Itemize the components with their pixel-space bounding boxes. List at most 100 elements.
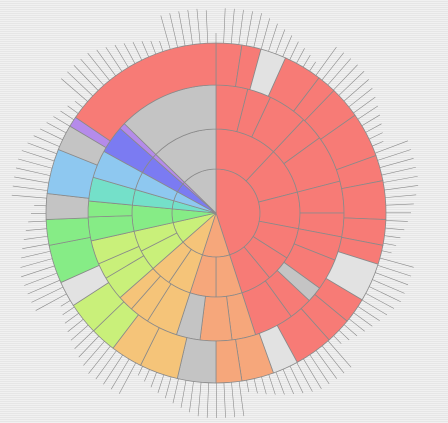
leaf-spoke [289,365,304,394]
leaf-spoke [238,9,244,45]
leaf-spoke [180,380,187,408]
leaf-spoke [383,175,418,183]
leaf-spoke [377,149,412,161]
leaf-spoke [321,345,345,374]
leaf-spoke [28,220,47,223]
leaf-spoke [372,279,405,294]
leaf-spoke [23,235,48,240]
leaf-spoke [275,29,286,54]
leaf-spoke [67,319,84,333]
leaf-spoke [365,293,395,309]
leaf-spoke [261,376,267,395]
leaf-spoke [327,340,352,368]
leaf-spoke [114,44,129,68]
leaf-spoke [253,13,262,48]
leaf-spoke [384,235,401,239]
leaf-spoke [18,158,53,169]
leaf-spoke [46,122,67,134]
leaf-spokes [11,8,419,419]
leaf-spoke [375,272,409,286]
leaf-spoke [11,194,47,199]
leaf-spoke [60,110,75,121]
leaf-spoke [172,378,179,404]
leaf-spoke [338,330,350,341]
leaf-spoke [375,140,408,154]
leaf-spoke [53,116,70,127]
leaf-spoke [369,286,401,303]
leaf-spoke [223,8,226,44]
leaf-spoke [309,354,330,385]
leaf-spoke [268,23,278,52]
leaf-spoke [230,8,235,44]
leaf-spoke [303,358,322,389]
leaf-spoke [178,11,186,46]
leaf-spoke [160,15,171,50]
leaf-spoke [381,166,416,176]
leaf-spoke [282,35,293,57]
leaf-spoke [379,257,414,268]
leaf-spoke [260,18,270,50]
leaf-spoke [205,10,209,44]
leaf-spoke [103,354,123,385]
leaf-spoke [189,381,194,413]
leaf-spoke [268,374,276,395]
leaf-spoke [25,228,47,231]
leaf-spoke [289,41,299,60]
leaf-spoke [372,141,384,147]
leaf-spoke [296,362,313,392]
leaf-spoke [246,380,250,393]
leaf-spoke [15,167,51,176]
leaf-spoke [385,203,414,206]
leaf-spoke [169,13,178,48]
leaf-spoke [302,54,311,68]
leaf-spoke [141,41,149,58]
leaf-spoke [206,382,209,418]
leaf-spoke [21,250,51,259]
leaf-spoke [385,227,405,231]
leaf-spoke [61,78,88,102]
leaf-spoke [361,114,381,126]
leaf-spoke [83,341,105,366]
leaf-spoke [353,96,376,114]
leaf-spoke [327,58,352,86]
leaf-spoke [110,358,130,390]
leaf-spoke [381,250,392,254]
leaf-spoke [296,48,305,64]
leaf-spoke [333,64,358,91]
leaf-spoke [282,369,294,395]
leaf-spoke [159,40,164,52]
leaf-spoke [33,135,60,147]
leaf-spoke [74,330,94,349]
leaf-spoke [343,79,370,102]
leaf-spoke [39,128,63,140]
leaf-spoke [24,272,58,286]
leaf-spoke [231,382,236,418]
leaf-spoke [12,185,48,191]
leaf-spoke [385,194,417,198]
leaf-spoke [34,205,47,207]
leaf-spoke [62,306,75,315]
leaf-spoke [60,300,71,307]
leaf-spoke [88,345,111,374]
leaf-spoke [385,220,408,222]
leaf-spoke [21,265,55,278]
leaf-spoke [95,350,117,380]
leaf-spoke [187,9,193,45]
leaf-spoke [87,52,110,81]
leaf-spoke [70,324,89,341]
leaf-spoke [22,243,49,249]
leaf-spoke [253,378,258,394]
leaf-spoke [368,132,383,140]
leaf-spoke [144,369,150,382]
leaf-spoke [377,265,412,277]
leaf-spoke [14,176,49,184]
leaf-spoke [67,105,79,114]
leaf-spoke [67,71,93,97]
leaf-spoke [379,158,414,168]
leaf-spoke [321,52,344,81]
leaf-spoke [20,258,53,268]
leaf-spoke [96,49,116,76]
leaf-spoke [150,372,157,388]
leaf-spoke [150,40,157,55]
